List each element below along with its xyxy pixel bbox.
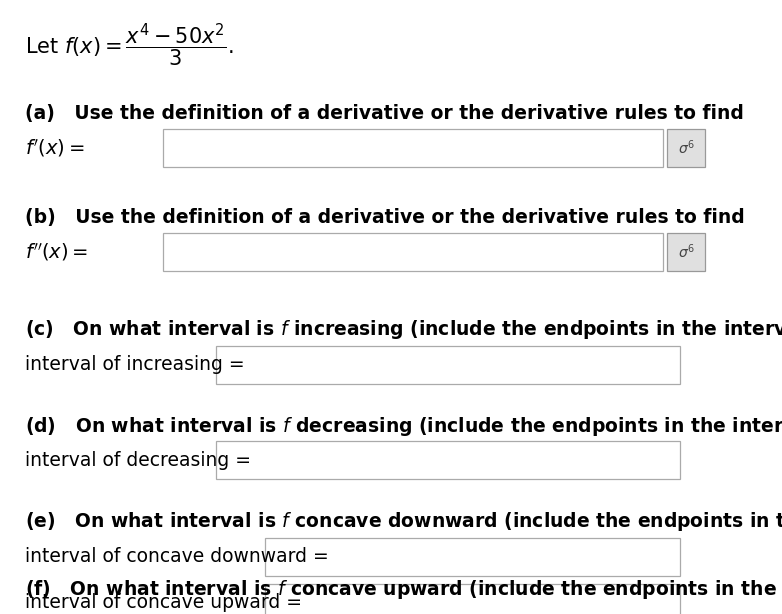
Text: interval of concave upward =: interval of concave upward =	[25, 594, 302, 613]
Text: interval of decreasing =: interval of decreasing =	[25, 451, 251, 470]
Text: (f)   On what interval is $f$ concave upward (include the endpoints in the inter: (f) On what interval is $f$ concave upwa…	[25, 578, 782, 601]
Text: $\sigma^6$: $\sigma^6$	[677, 139, 694, 157]
FancyBboxPatch shape	[265, 538, 680, 576]
FancyBboxPatch shape	[216, 441, 680, 479]
FancyBboxPatch shape	[163, 233, 663, 271]
Text: (b)   Use the definition of a derivative or the derivative rules to find: (b) Use the definition of a derivative o…	[25, 208, 744, 227]
Text: interval of increasing =: interval of increasing =	[25, 356, 245, 375]
Text: (c)   On what interval is $f$ increasing (include the endpoints in the interval): (c) On what interval is $f$ increasing (…	[25, 318, 782, 341]
Text: Let $f(x) = \dfrac{x^4 - 50x^2}{3}$.: Let $f(x) = \dfrac{x^4 - 50x^2}{3}$.	[25, 21, 234, 69]
FancyBboxPatch shape	[163, 129, 663, 167]
Text: interval of concave downward =: interval of concave downward =	[25, 548, 328, 567]
Text: (e)   On what interval is $f$ concave downward (include the endpoints in the int: (e) On what interval is $f$ concave down…	[25, 510, 782, 533]
Text: $f''(x) =$: $f''(x) =$	[25, 241, 88, 263]
Text: $\sigma^6$: $\sigma^6$	[677, 243, 694, 262]
Text: $f'(x) =$: $f'(x) =$	[25, 137, 84, 159]
FancyBboxPatch shape	[265, 584, 680, 614]
FancyBboxPatch shape	[667, 233, 705, 271]
Text: (d)   On what interval is $f$ decreasing (include the endpoints in the interval): (d) On what interval is $f$ decreasing (…	[25, 415, 782, 438]
FancyBboxPatch shape	[216, 346, 680, 384]
Text: (a)   Use the definition of a derivative or the derivative rules to find: (a) Use the definition of a derivative o…	[25, 104, 744, 123]
FancyBboxPatch shape	[667, 129, 705, 167]
